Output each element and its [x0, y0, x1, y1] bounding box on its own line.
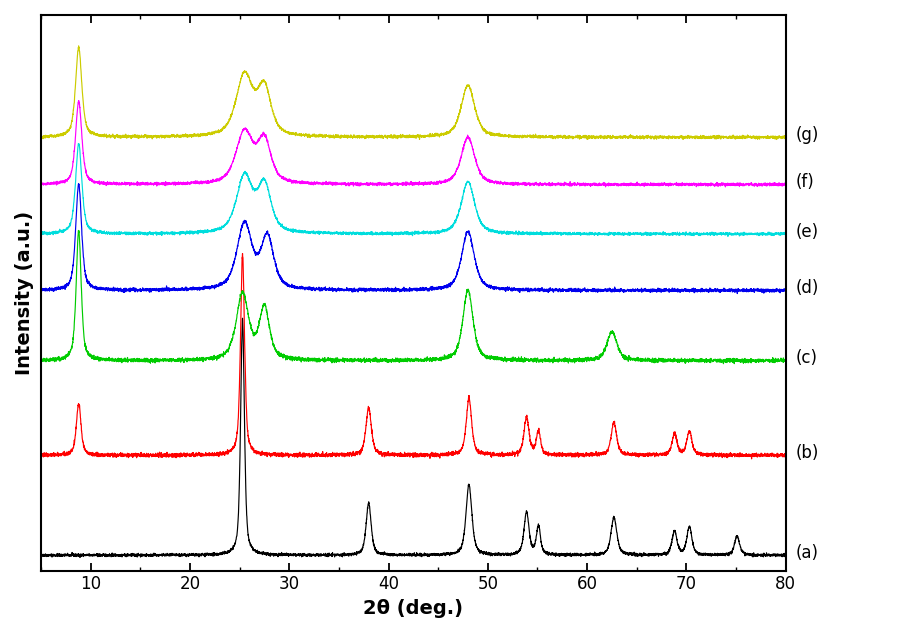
Text: (b): (b) [796, 444, 819, 462]
Text: (d): (d) [796, 279, 819, 297]
Y-axis label: Intensity (a.u.): Intensity (a.u.) [15, 211, 34, 375]
Text: (e): (e) [796, 223, 819, 241]
Text: (c): (c) [796, 349, 818, 367]
Text: (g): (g) [796, 126, 819, 144]
Text: (a): (a) [796, 544, 819, 562]
Text: (f): (f) [796, 173, 814, 191]
X-axis label: 2θ (deg.): 2θ (deg.) [364, 599, 463, 618]
